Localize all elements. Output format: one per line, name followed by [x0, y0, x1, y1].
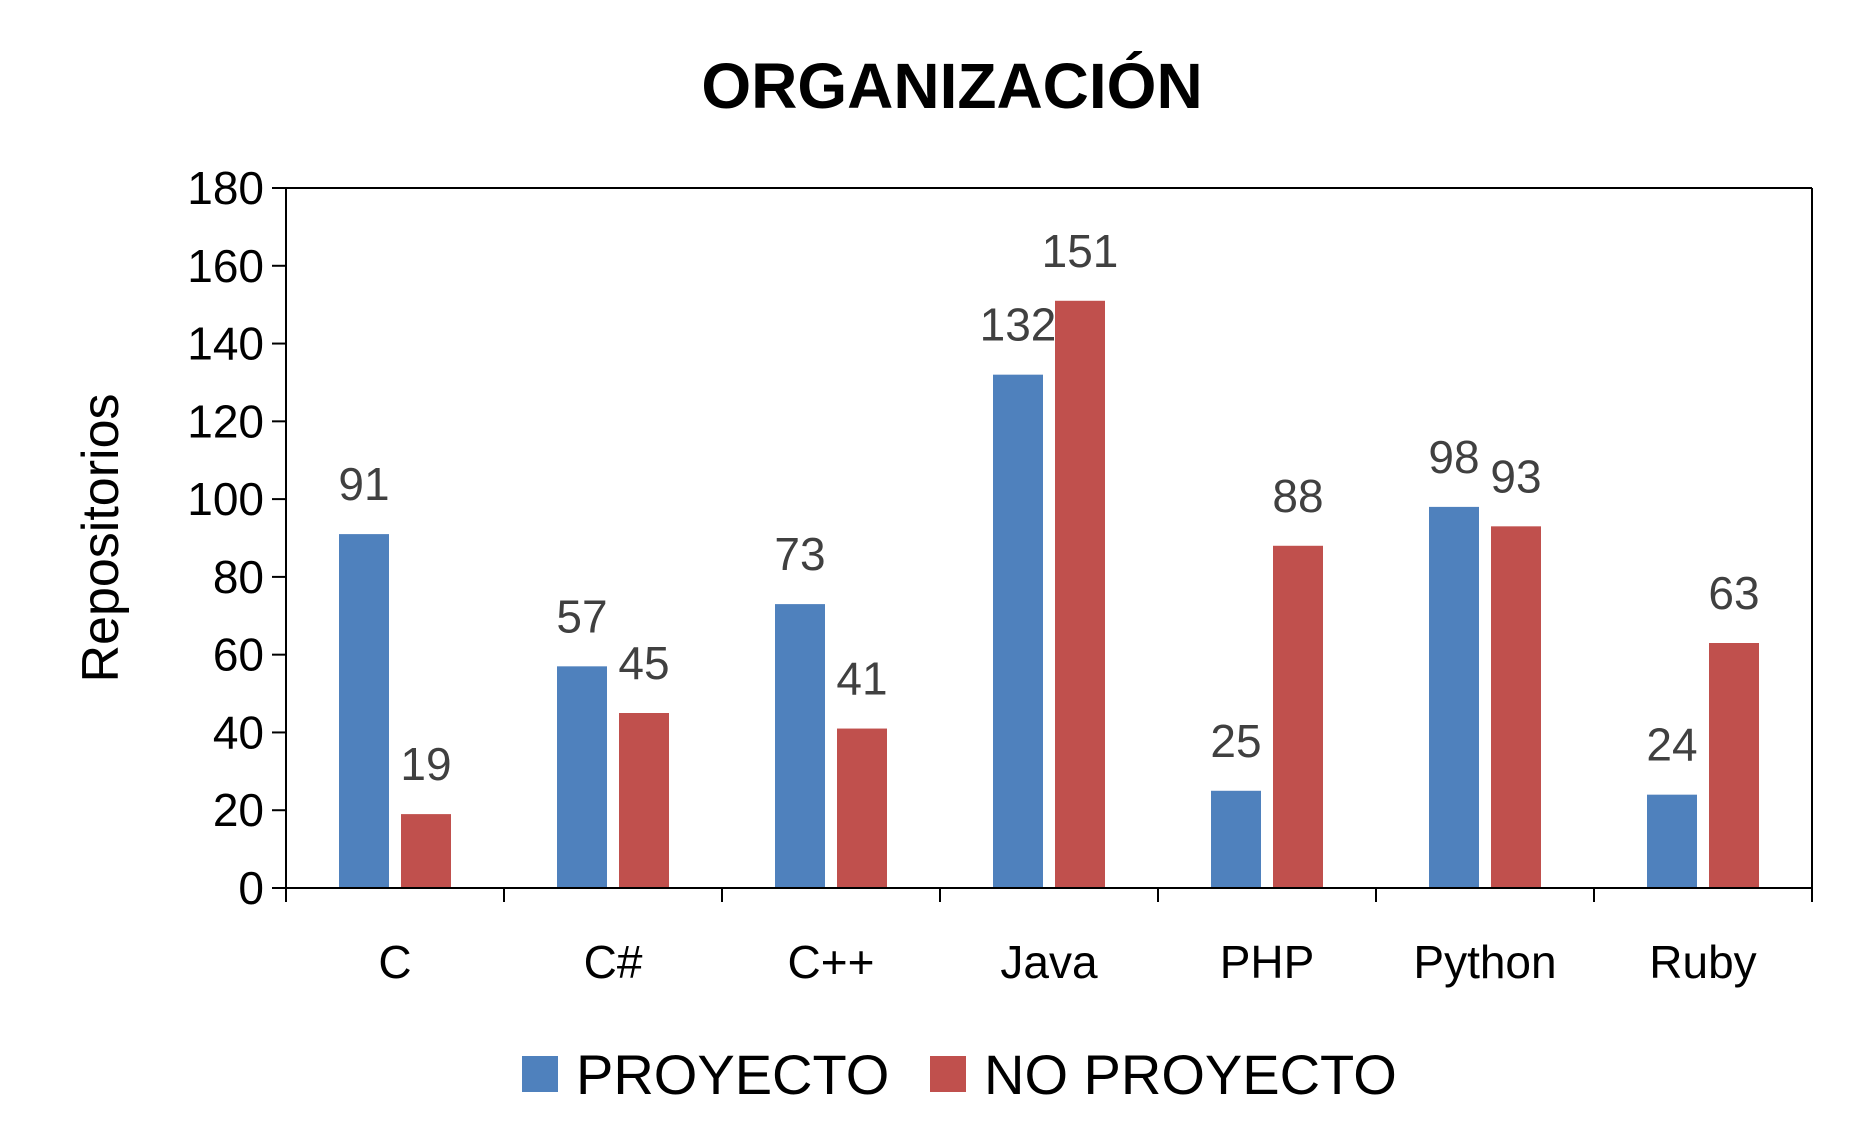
y-tick-label-1: 20	[213, 784, 264, 836]
x-category-label-2: C++	[788, 936, 875, 988]
bar-no-proyecto-5	[1491, 526, 1541, 888]
x-axis-categories: C C# C++ Java PHP Python Ruby	[378, 936, 1756, 988]
data-label-1-4: 88	[1272, 470, 1323, 522]
bar-no-proyecto-0	[401, 814, 451, 888]
bar-proyecto-0	[339, 534, 389, 888]
data-label-1-0: 19	[400, 738, 451, 790]
data-label-0-0: 91	[338, 458, 389, 510]
bar-proyecto-3	[993, 374, 1043, 889]
data-label-0-3: 132	[980, 299, 1057, 351]
data-label-1-6: 63	[1708, 567, 1759, 619]
data-label-0-5: 98	[1428, 431, 1479, 483]
bar-proyecto-2	[775, 604, 825, 888]
data-label-1-5: 93	[1490, 450, 1541, 502]
legend: PROYECTO NO PROYECTO	[522, 1043, 1397, 1106]
bar-no-proyecto-4	[1273, 545, 1323, 888]
data-label-0-1: 57	[556, 590, 607, 642]
y-tick-label-4: 80	[213, 551, 264, 603]
y-axis-label: Repositorios	[72, 393, 130, 682]
x-category-label-3: Java	[1000, 936, 1098, 988]
x-category-label-4: PHP	[1220, 936, 1315, 988]
bar-no-proyecto-6	[1709, 643, 1759, 888]
y-tick-label-8: 160	[187, 240, 264, 292]
legend-swatch-1	[930, 1056, 966, 1092]
legend-label-0: PROYECTO	[576, 1043, 889, 1106]
bar-no-proyecto-3	[1055, 300, 1105, 888]
y-axis-ticks: 0 20 40 60 80 100 120 140 160 180	[187, 162, 286, 914]
x-category-label-0: C	[378, 936, 411, 988]
y-tick-label-0: 0	[238, 862, 264, 914]
bar-proyecto-1	[557, 666, 607, 888]
legend-label-1: NO PROYECTO	[984, 1043, 1397, 1106]
y-tick-label-7: 140	[187, 318, 264, 370]
x-category-label-1: C#	[584, 936, 643, 988]
x-category-label-6: Ruby	[1649, 936, 1756, 988]
bar-proyecto-4	[1211, 790, 1261, 888]
bar-proyecto-6	[1647, 794, 1697, 888]
x-category-label-5: Python	[1413, 936, 1556, 988]
bar-no-proyecto-2	[837, 728, 887, 888]
data-label-0-6: 24	[1646, 719, 1697, 771]
y-tick-label-6: 120	[187, 395, 264, 447]
bar-no-proyecto-1	[619, 713, 669, 888]
data-label-0-4: 25	[1210, 715, 1261, 767]
y-tick-label-9: 180	[187, 162, 264, 214]
data-label-1-2: 41	[836, 653, 887, 705]
y-tick-label-2: 40	[213, 706, 264, 758]
plot-frame	[285, 187, 1813, 902]
data-label-0-2: 73	[774, 528, 825, 580]
chart-title: ORGANIZACIÓN	[701, 50, 1202, 122]
data-label-1-3: 151	[1042, 225, 1119, 277]
y-tick-label-3: 60	[213, 629, 264, 681]
bars	[339, 300, 1759, 889]
bar-proyecto-5	[1429, 506, 1479, 888]
data-label-1-1: 45	[618, 637, 669, 689]
y-tick-label-5: 100	[187, 473, 264, 525]
legend-swatch-0	[522, 1056, 558, 1092]
